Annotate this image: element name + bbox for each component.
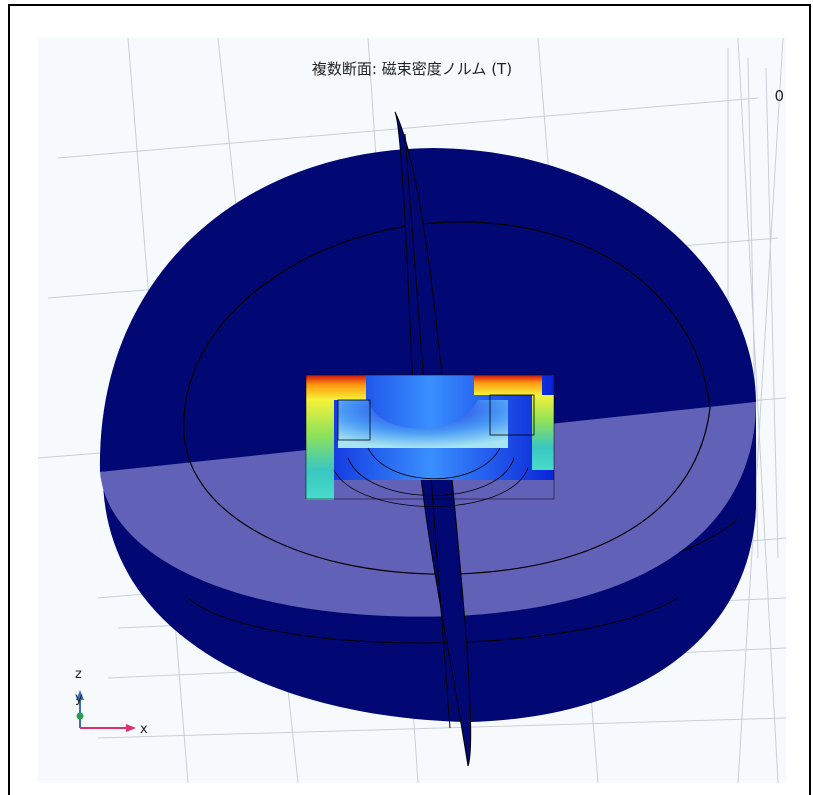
- z-axis-label: z: [75, 667, 82, 682]
- axis-triad: x z y: [75, 667, 148, 737]
- inner-ring: [183, 221, 711, 575]
- color-legend-label: 0: [774, 87, 784, 105]
- graphics-window: x z y 複数断面: 磁束密度ノルム (T) 0: [8, 4, 811, 795]
- 3d-viewport[interactable]: x z y 複数断面: 磁束密度ノルム (T) 0: [38, 38, 786, 783]
- scene-canvas[interactable]: x z y: [38, 38, 786, 783]
- inner-ring-lower-2: [187, 597, 679, 644]
- plot-title: 複数断面: 磁束密度ノルム (T): [311, 60, 513, 78]
- field-slice: [305, 374, 555, 507]
- x-axis-label: x: [140, 722, 148, 737]
- y-axis-label: y: [75, 691, 83, 706]
